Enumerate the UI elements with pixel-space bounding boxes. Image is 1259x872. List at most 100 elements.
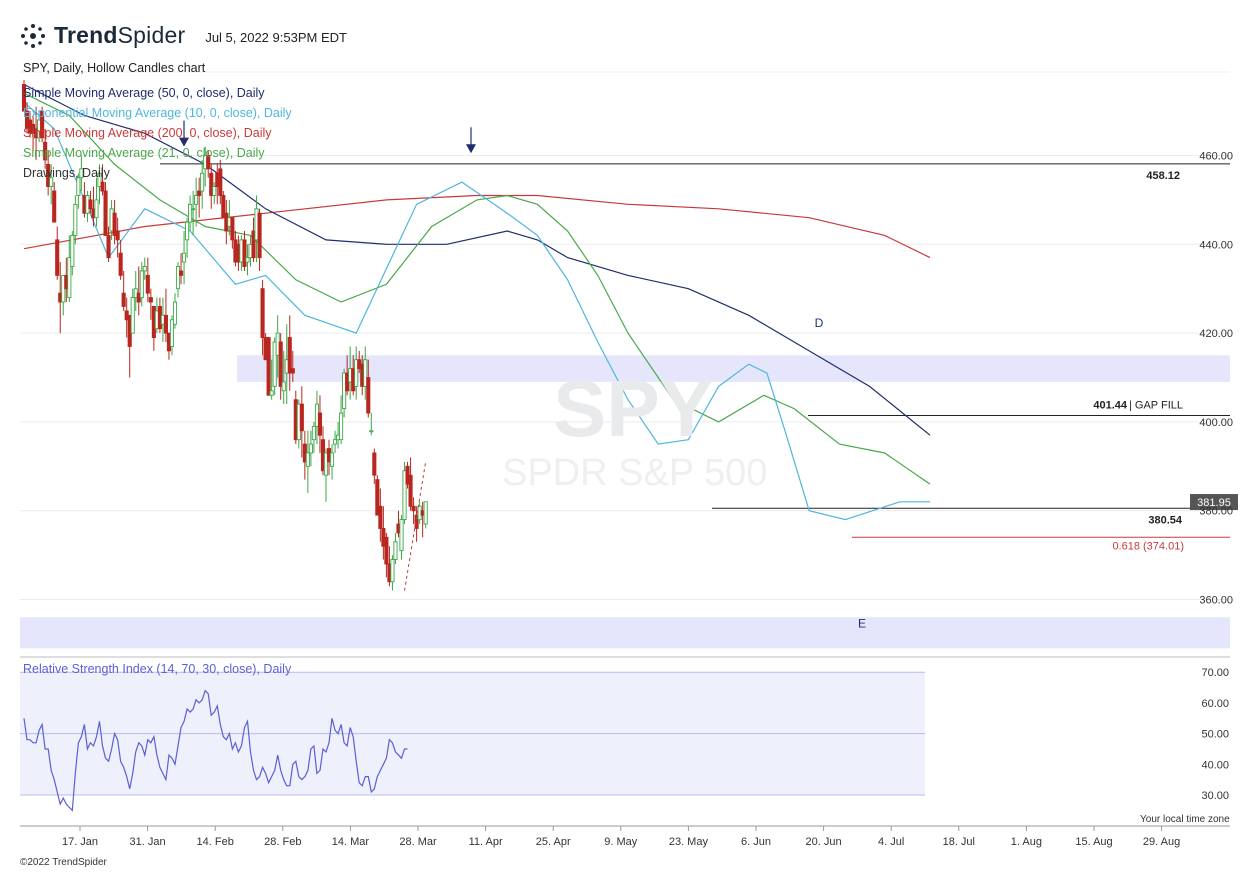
x-tick-label: 17. Jan — [62, 836, 98, 848]
candle-body — [299, 403, 304, 432]
candle-body — [73, 203, 78, 236]
legend-entry: Simple Moving Average (200, 0, close), D… — [23, 126, 272, 140]
x-tick-label: 29. Aug — [1143, 836, 1180, 848]
candle-body — [372, 452, 377, 476]
candle-body — [175, 266, 181, 290]
candle-body — [245, 257, 250, 263]
candle-body — [399, 519, 404, 552]
candle-body — [317, 412, 323, 436]
candle-body — [55, 239, 60, 276]
candle-body — [142, 266, 147, 272]
trendspider-logo-icon — [21, 23, 45, 48]
candle-body — [408, 474, 413, 507]
candle-body — [97, 172, 102, 188]
rsi-tick-label: 70.00 — [1201, 667, 1229, 679]
candle-body — [43, 141, 48, 161]
rsi-tick-label: 40.00 — [1201, 759, 1229, 771]
candle-body — [363, 359, 368, 387]
level-gap-fill-note: | GAP FILL — [1129, 400, 1183, 412]
candle-body — [191, 208, 196, 211]
horizontal-levels: 458.12 401.44 | GAP FILL 380.54 0.618 (374.0… — [160, 163, 1238, 552]
x-tick-label: 31. Jan — [130, 836, 166, 848]
candle-body — [323, 452, 329, 476]
candle-body — [257, 212, 262, 259]
candle-body — [112, 212, 117, 236]
candle-body — [329, 452, 335, 467]
candlestick-series — [21, 80, 428, 591]
sma50-line — [23, 83, 931, 436]
candle-body — [145, 274, 150, 294]
candle-body — [272, 341, 277, 387]
support-zone — [20, 617, 1230, 649]
candle-body — [305, 452, 310, 467]
brand-light: Spider — [117, 22, 186, 48]
arrow-down-icon — [179, 137, 189, 147]
rsi-tick-label: 50.00 — [1201, 729, 1229, 741]
candle-body — [354, 359, 359, 387]
candle-body — [52, 190, 57, 223]
x-tick-label: 15. Aug — [1075, 836, 1112, 848]
ema10-line — [23, 101, 930, 521]
candle-body — [266, 337, 271, 396]
watermark-ticker: SPY — [553, 364, 714, 453]
candle-body — [369, 430, 374, 433]
candle-body — [182, 252, 187, 263]
legend-entry: Simple Moving Average (50, 0, close), Da… — [23, 86, 265, 100]
axes: 360.00 380.00 400.00 420.00 440.00 460.00 17. … — [20, 151, 1233, 848]
candle-body — [100, 181, 105, 192]
watermark-name: SPDR S&P 500 — [502, 452, 768, 494]
last-price-badge — [1190, 494, 1238, 511]
candle-body — [242, 239, 247, 267]
timestamp: Jul 5, 2022 9:53PM EDT — [205, 29, 347, 45]
x-tick-label: 1. Aug — [1011, 836, 1042, 848]
candle-body — [185, 221, 190, 241]
candle-body — [281, 381, 286, 392]
candle-body — [290, 368, 295, 374]
candle-body — [414, 514, 419, 529]
legend-entry: Simple Moving Average (21, 0, close), Da… — [23, 146, 265, 160]
rsi-series — [23, 689, 408, 812]
rsi-band — [20, 671, 925, 796]
x-tick-label: 4. Jul — [878, 836, 904, 848]
candle-body — [76, 177, 81, 196]
candle-body — [21, 84, 27, 112]
x-tick-label: 18. Jul — [943, 836, 975, 848]
candle-body — [46, 163, 51, 188]
brand-bold: Trend — [54, 22, 118, 48]
candle-body — [206, 155, 211, 170]
legend-entry: Drawings, Daily — [23, 166, 110, 180]
level-label-380: 380.54 — [1148, 514, 1183, 526]
candle-body — [148, 297, 153, 303]
candle-body — [49, 177, 54, 188]
header: TrendSpider Jul 5, 2022 9:53PM EDT — [20, 22, 347, 49]
brand-name: TrendSpider — [54, 22, 185, 49]
price-tick-label: 440.00 — [1199, 239, 1233, 251]
legend-entry: Exponential Moving Average (10, 0, close… — [23, 106, 292, 120]
x-tick-label: 28. Mar — [399, 836, 437, 848]
candle-body — [121, 292, 126, 307]
x-tick-label: 14. Feb — [197, 836, 234, 848]
candle-body — [88, 199, 93, 210]
candle-body — [172, 301, 178, 325]
candle-body — [308, 443, 313, 454]
candle-body — [40, 110, 45, 139]
wave-label-e: E — [858, 617, 866, 631]
candle-body — [130, 297, 135, 334]
x-tick-label: 9. May — [604, 836, 638, 848]
price-tick-label: 420.00 — [1199, 328, 1233, 340]
candle-body — [79, 168, 84, 179]
candle-body — [94, 199, 99, 219]
sma200-line — [23, 194, 931, 259]
candle-body — [194, 195, 199, 205]
candle-body — [188, 203, 193, 223]
arrow-down-icon — [466, 144, 476, 154]
candle-body — [375, 479, 380, 516]
candle-body — [269, 390, 274, 396]
candle-body — [118, 252, 123, 276]
candle-body — [106, 234, 111, 259]
rsi-title: Relative Strength Index (14, 70, 30, clo… — [23, 662, 292, 676]
candle-body — [163, 314, 168, 334]
candle-body — [139, 270, 144, 299]
drawings-layer: DE — [179, 120, 866, 631]
